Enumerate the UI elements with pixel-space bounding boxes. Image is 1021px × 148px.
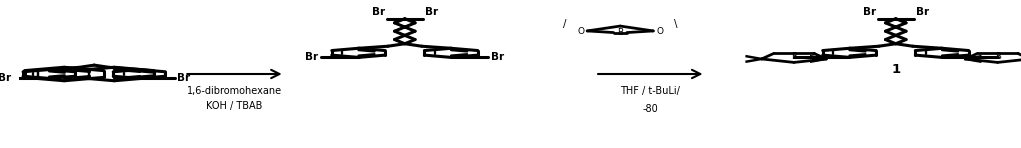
Text: KOH / TBAB: KOH / TBAB: [206, 101, 262, 111]
Text: Br: Br: [177, 73, 190, 83]
Text: 1,6-dibromohexane: 1,6-dibromohexane: [187, 86, 282, 96]
Text: Br: Br: [0, 73, 11, 83]
Text: THF / t-BuLi/: THF / t-BuLi/: [621, 86, 680, 96]
Text: Br: Br: [916, 7, 929, 17]
Text: O: O: [577, 27, 584, 36]
Text: 1: 1: [891, 63, 901, 76]
Text: Br: Br: [491, 52, 504, 62]
Text: B: B: [791, 52, 796, 61]
Text: /: /: [564, 19, 567, 29]
Text: B: B: [994, 52, 1001, 61]
Text: Br: Br: [425, 7, 438, 17]
Text: B: B: [617, 28, 623, 37]
Text: \: \: [674, 19, 677, 29]
Text: Br: Br: [305, 52, 319, 62]
Text: -80: -80: [642, 104, 659, 114]
Text: O: O: [657, 27, 664, 36]
Text: Br: Br: [863, 7, 876, 17]
Text: Br: Br: [372, 7, 385, 17]
